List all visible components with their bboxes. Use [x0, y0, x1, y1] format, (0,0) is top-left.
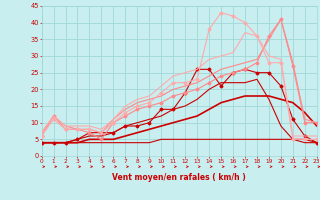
X-axis label: Vent moyen/en rafales ( km/h ): Vent moyen/en rafales ( km/h ) — [112, 174, 246, 183]
